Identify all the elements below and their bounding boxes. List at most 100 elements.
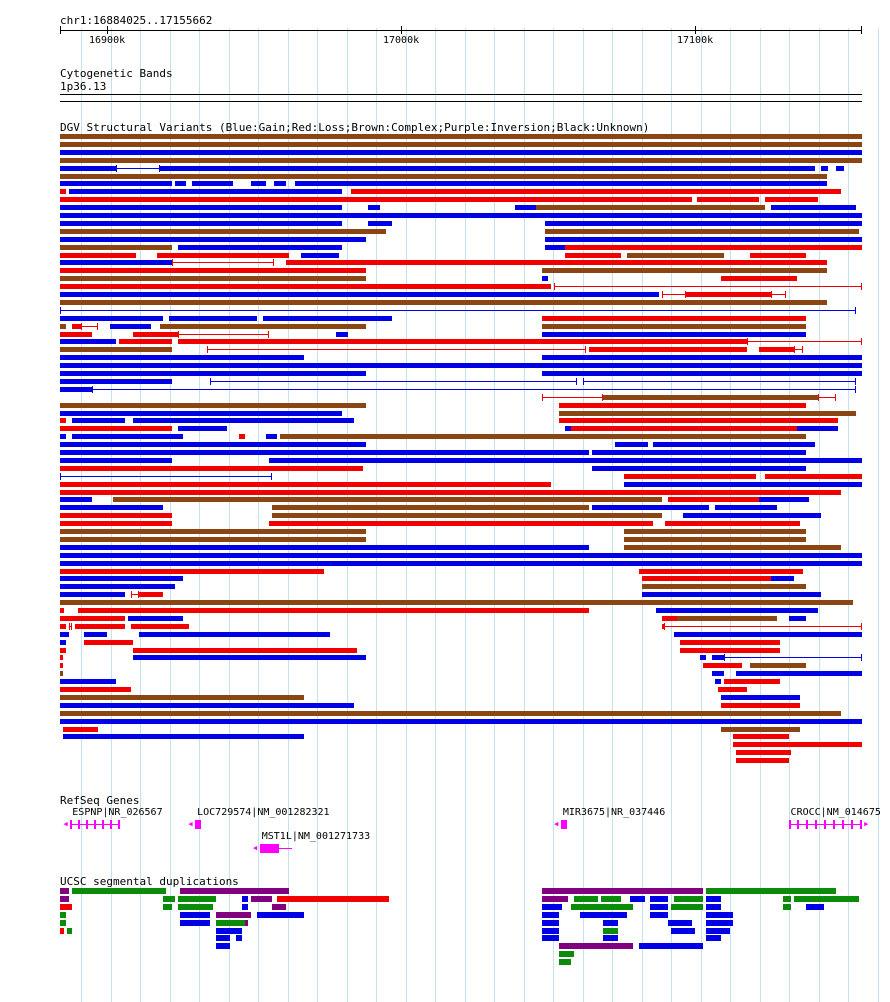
dgv-complex-bar	[60, 276, 366, 282]
dgv-gain-bar	[788, 615, 807, 621]
gene-exon	[842, 820, 845, 829]
gene-exon	[94, 820, 97, 829]
dgv-loss-bar	[750, 252, 807, 258]
dgv-interval-end	[747, 338, 749, 346]
segdup-gain-bar	[215, 927, 243, 934]
segdup-gain-bar	[215, 943, 231, 950]
dgv-interval-end	[855, 306, 857, 314]
dgv-gain-bar	[177, 244, 342, 250]
dgv-gain-bar	[262, 315, 392, 321]
dgv-loss-bar	[60, 615, 125, 621]
dgv-loss-bar	[71, 323, 81, 329]
dgv-loss-interval	[794, 349, 804, 351]
ruler-end-tick	[60, 26, 61, 34]
gene-intron	[259, 848, 293, 849]
dgv-loss-bar	[60, 521, 172, 527]
dgv-loss-bar	[732, 734, 789, 740]
dgv-loss-bar	[133, 331, 178, 337]
dgv-gain-bar	[60, 292, 660, 297]
dgv-loss-bar	[679, 647, 780, 653]
segdup-gain-bar	[541, 919, 560, 926]
dgv-gain-bar	[60, 702, 354, 708]
dgv-complex-bar	[271, 505, 589, 511]
dgv-loss-interval	[130, 594, 140, 596]
gene-exon	[788, 820, 791, 829]
dgv-loss-bar	[565, 244, 862, 250]
dgv-loss-bar	[718, 687, 748, 692]
segdup-gain-bar	[603, 935, 619, 942]
dgv-gain-bar	[656, 608, 818, 613]
dgv-loss-bar	[83, 639, 134, 645]
dgv-gain-bar	[368, 220, 392, 226]
dgv-loss-interval	[553, 286, 862, 288]
cytoband-track-title: Cytogenetic Bands	[60, 67, 173, 80]
dgv-interval-end	[861, 283, 862, 291]
dgv-gain-bar	[168, 315, 257, 321]
segdup-inversion-bar	[250, 895, 272, 902]
dgv-interval-end	[70, 622, 72, 630]
dgv-complex-bar	[271, 513, 663, 519]
dgv-loss-bar	[60, 647, 66, 653]
dgv-loss-bar	[60, 481, 551, 487]
segdup-duplication-bar	[574, 895, 598, 902]
dgv-gain-bar	[60, 165, 116, 171]
dgv-loss-bar	[588, 347, 748, 353]
segdup-gain-bar	[541, 927, 560, 934]
dgv-loss-bar	[541, 315, 807, 321]
dgv-interval-end	[855, 377, 857, 385]
dgv-gain-bar	[60, 576, 184, 582]
dgv-interval-end	[68, 622, 70, 630]
dgv-gain-bar	[60, 181, 172, 187]
dgv-gain-bar	[60, 205, 343, 211]
dgv-loss-bar	[60, 418, 66, 424]
location-label: chr1:16884025..17155662	[60, 14, 213, 27]
dgv-loss-interval	[747, 341, 862, 343]
dgv-gain-bar	[336, 331, 348, 337]
segdup-gain-bar	[706, 927, 730, 934]
gene-label: MST1L|NM_001271733	[261, 831, 371, 842]
dgv-gain-bar	[60, 584, 175, 590]
dgv-complex-bar	[60, 402, 366, 408]
dgv-complex-bar	[720, 726, 801, 732]
gene-exon	[851, 820, 854, 829]
dgv-gain-bar	[174, 181, 187, 187]
dgv-interval-end	[723, 654, 725, 662]
dgv-interval-end	[802, 346, 804, 354]
dgv-gain-interval	[582, 380, 857, 382]
segdup-inversion-bar	[60, 888, 69, 894]
dgv-complex-bar	[624, 529, 807, 534]
dgv-loss-bar	[60, 252, 137, 258]
segdup-duplication-bar	[162, 895, 175, 902]
gene-strand-plus-icon: ▸	[863, 817, 870, 830]
dgv-loss-bar	[60, 663, 63, 669]
dgv-gain-bar	[60, 718, 862, 724]
dgv-complex-bar	[60, 244, 172, 250]
gene-strand-minus-icon: ◂	[187, 817, 194, 830]
dgv-loss-interval	[80, 325, 99, 327]
ruler-tick-label: 17100k	[677, 35, 714, 46]
dgv-gain-bar	[712, 671, 724, 677]
segdup-loss-bar	[60, 927, 65, 934]
dgv-loss-bar	[735, 750, 792, 756]
dgv-interval-end	[684, 291, 686, 298]
gene-exon	[564, 820, 567, 829]
dgv-loss-bar	[765, 197, 818, 203]
dgv-gain-bar	[715, 505, 777, 511]
gene-exon	[199, 820, 201, 829]
ruler-tick-label: 17000k	[383, 35, 420, 46]
dgv-gain-interval	[115, 167, 160, 169]
dgv-interval-end	[855, 385, 857, 393]
dgv-loss-bar	[133, 647, 357, 653]
segdup-duplication-bar	[673, 895, 704, 902]
dgv-gain-bar	[62, 734, 304, 740]
dgv-gain-bar	[541, 276, 548, 282]
dgv-gain-bar	[515, 205, 536, 211]
dgv-gain-bar	[71, 434, 184, 440]
gridline	[199, 28, 200, 1002]
segdup-gain-bar	[706, 935, 721, 942]
gene-exon	[815, 820, 818, 829]
dgv-gain-bar	[591, 505, 710, 511]
dgv-loss-bar	[156, 252, 290, 258]
dgv-interval-end	[60, 306, 61, 314]
